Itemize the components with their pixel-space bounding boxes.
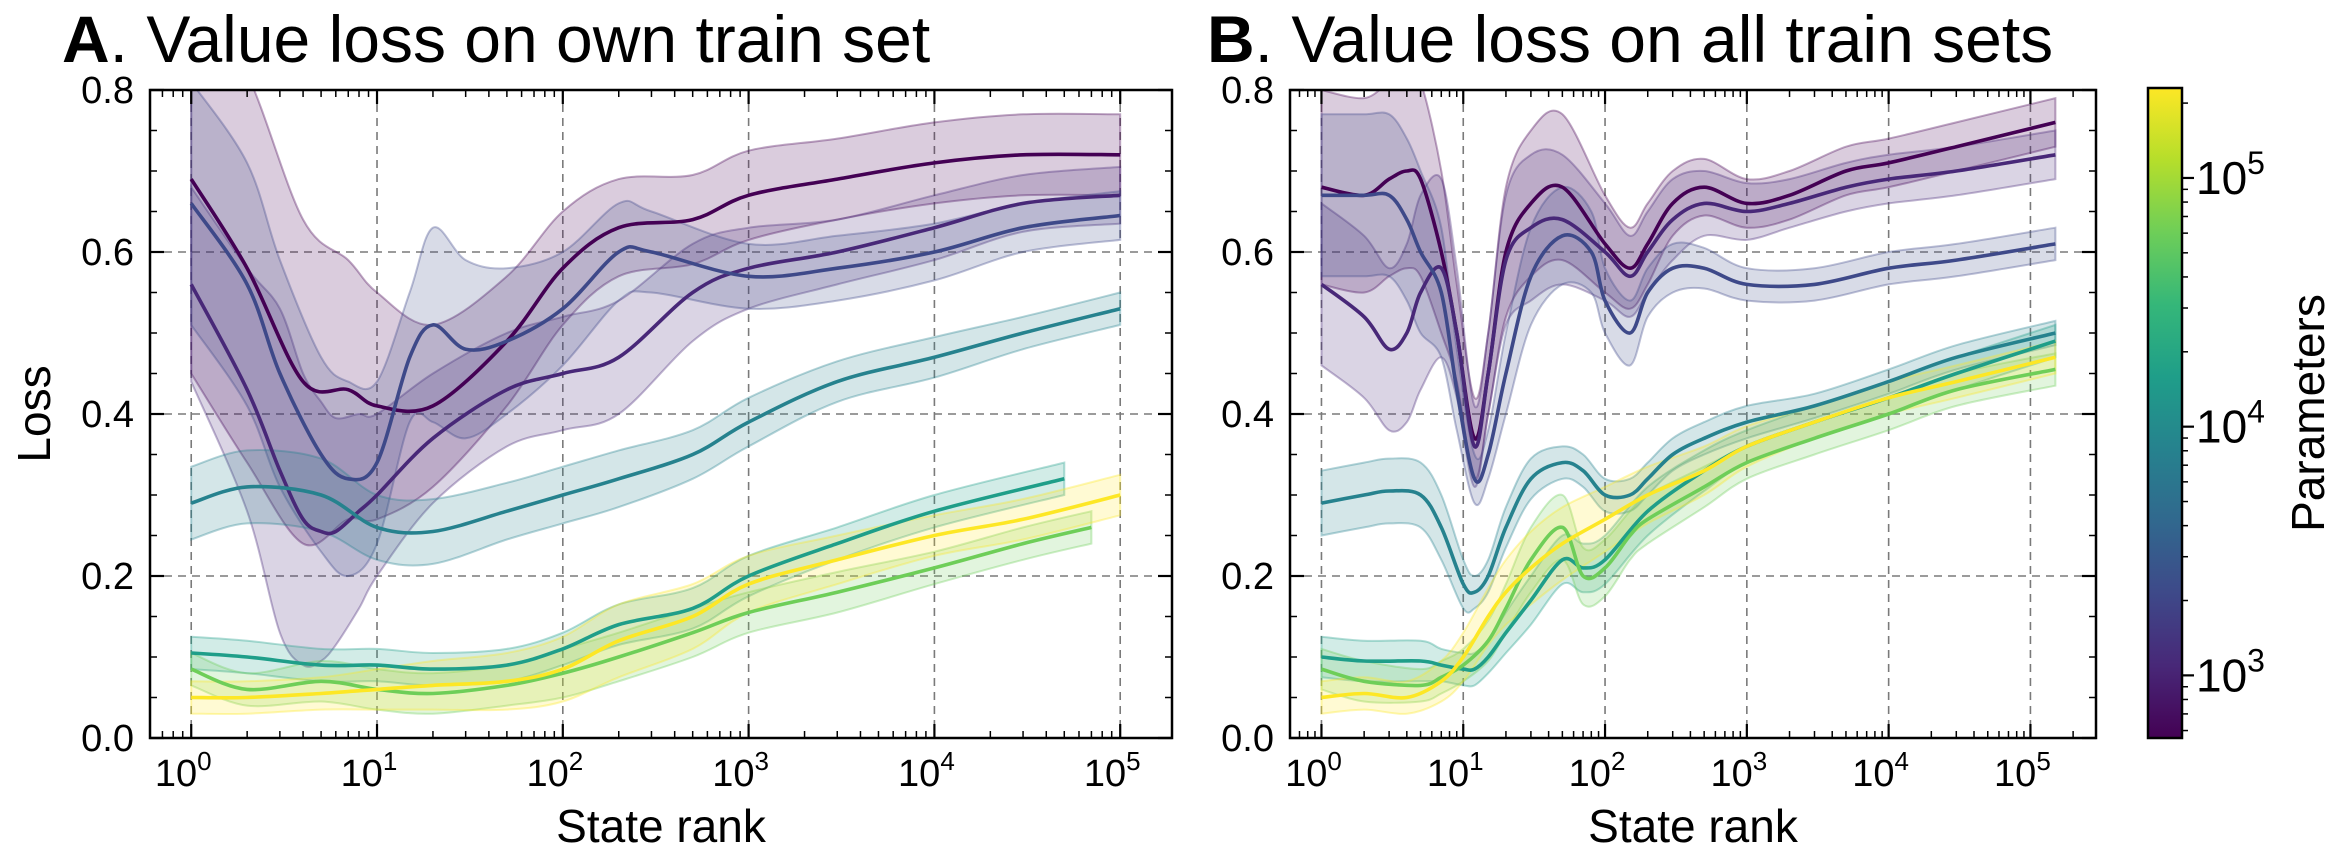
colorbar: 103 104 105 Parameters — [2146, 86, 2334, 740]
series-band — [1320, 111, 2057, 506]
panel-a-title: A. Value loss on own train set — [62, 2, 930, 76]
y-tick-label: 0.8 — [81, 70, 134, 112]
y-tick-label: 0.0 — [1221, 718, 1274, 760]
series-line — [1321, 120, 2056, 441]
y-tick-label: 0.6 — [81, 232, 134, 274]
panel-b-title: B. Value loss on all train sets — [1207, 2, 2053, 76]
panel-a-title-text: . Value loss on own train set — [110, 2, 931, 76]
y-tick-label: 0.0 — [81, 718, 134, 760]
panel-a-grid — [150, 90, 1172, 738]
series-band — [1320, 90, 2057, 480]
series-band — [1320, 339, 2057, 715]
colorbar-tick-label: 104 — [2196, 394, 2265, 453]
series-band — [1320, 129, 2057, 488]
y-tick-label: 0.4 — [1221, 394, 1274, 436]
colorbar-tick-label: 103 — [2196, 642, 2265, 701]
panel-b-title-text: . Value loss on all train sets — [1255, 2, 2054, 76]
x-axis-label: State rank — [1588, 800, 1799, 852]
x-tick-label: 102 — [1569, 746, 1626, 795]
y-tick-label: 0.2 — [1221, 556, 1274, 598]
x-tick-label: 103 — [1710, 746, 1767, 795]
colorbar-frame — [2146, 86, 2184, 740]
series-line — [189, 202, 1121, 482]
series-line — [190, 525, 1092, 696]
y-tick-label: 0.4 — [81, 394, 134, 436]
x-tick-label: 103 — [712, 746, 769, 795]
panel-b-plot: 100 101 102 103 104 105 0.0 0.2 0.4 0.6 0.8 State r… — [1221, 70, 2098, 852]
series-line — [190, 306, 1121, 535]
series-line — [1321, 331, 2056, 595]
y-tick-label: 0.6 — [1221, 232, 1274, 274]
panel-a-letter: A — [62, 2, 110, 76]
y-axis-label: Loss — [8, 365, 60, 462]
series-line — [191, 493, 1121, 700]
panel-a-plot: 100 101 102 103 104 105 0.0 0.2 0.4 0.6 0.8 State r… — [8, 70, 1174, 852]
series-line — [1320, 367, 2056, 688]
x-tick-label: 100 — [155, 746, 212, 795]
series-band — [190, 473, 1122, 716]
series-line — [191, 477, 1065, 671]
series-line — [1321, 355, 2056, 700]
x-tick-label: 104 — [898, 746, 955, 795]
colorbar-tick-label: 105 — [2196, 145, 2265, 204]
series-line — [189, 152, 1121, 414]
series-line — [189, 193, 1121, 536]
series-line — [1321, 191, 2056, 484]
panel-b-letter: B — [1207, 2, 1255, 76]
x-axis-label: State rank — [556, 800, 767, 852]
y-tick-label: 0.2 — [81, 556, 134, 598]
y-tick-label: 0.8 — [1221, 70, 1274, 112]
x-tick-label: 102 — [526, 746, 583, 795]
x-tick-label: 105 — [1994, 746, 2051, 795]
series-band — [190, 165, 1122, 668]
colorbar-gradient — [2148, 88, 2182, 738]
x-tick-label: 101 — [341, 746, 398, 795]
x-tick-label: 105 — [1084, 746, 1141, 795]
series-band — [190, 291, 1122, 567]
colorbar-label: Parameters — [2282, 294, 2334, 532]
x-tick-label: 101 — [1427, 746, 1484, 795]
series-line — [1320, 153, 2056, 449]
x-tick-label: 104 — [1852, 746, 1909, 795]
x-tick-label: 100 — [1285, 746, 1342, 795]
